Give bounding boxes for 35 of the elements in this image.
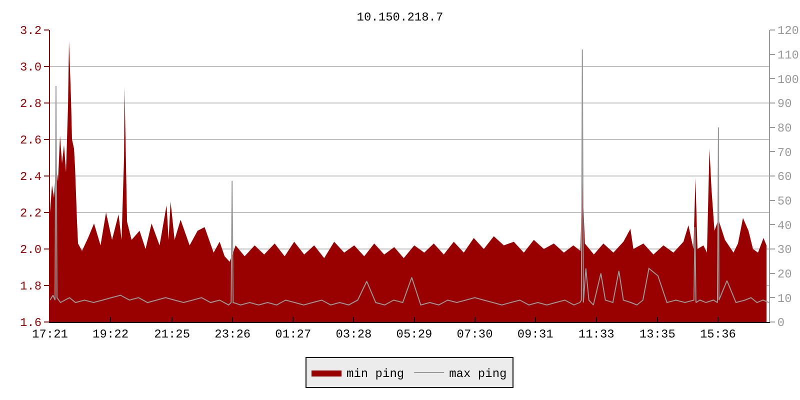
y2-tick-label: 80 bbox=[777, 122, 792, 136]
y2-tick-label: 10 bbox=[777, 292, 792, 306]
y-tick-label: 2.6 bbox=[20, 134, 42, 148]
y-tick-label: 2.4 bbox=[20, 170, 42, 184]
legend-label: max ping bbox=[449, 367, 507, 382]
y2-tick-label: 40 bbox=[777, 218, 792, 233]
y2-tick-label: 0 bbox=[777, 316, 785, 330]
y-tick-label: 3.2 bbox=[20, 24, 42, 38]
y2-tick-label: 120 bbox=[777, 24, 800, 38]
y2-tick-label: 110 bbox=[777, 48, 800, 63]
y2-tick-label: 70 bbox=[777, 146, 792, 160]
y-tick-label: 2.2 bbox=[20, 206, 42, 221]
x-tick-label: 21:25 bbox=[154, 327, 190, 342]
x-tick-label: 11:33 bbox=[578, 327, 614, 342]
y-tick-label: 3.0 bbox=[20, 60, 42, 75]
x-tick-label: 01:27 bbox=[275, 327, 312, 342]
y2-tick-label: 50 bbox=[777, 194, 792, 209]
x-tick-label: 15:36 bbox=[700, 327, 736, 342]
chart-title: 10.150.218.7 bbox=[356, 10, 444, 24]
y2-tick-label: 100 bbox=[777, 72, 800, 87]
y2-tick-label: 60 bbox=[777, 170, 792, 184]
x-tick-label: 23:26 bbox=[214, 327, 251, 342]
y-tick-label: 2.8 bbox=[20, 97, 42, 112]
x-tick-label: 19:22 bbox=[92, 327, 129, 342]
x-tick-label: 05:29 bbox=[396, 327, 432, 342]
x-tick-label: 03:28 bbox=[336, 327, 372, 342]
x-tick-label: 07:30 bbox=[456, 327, 493, 342]
y2-tick-label: 20 bbox=[777, 268, 792, 282]
x-tick-label: 09:31 bbox=[517, 327, 554, 342]
y2-tick-label: 90 bbox=[777, 97, 792, 112]
y-tick-label: 1.8 bbox=[20, 280, 42, 294]
legend-label: min ping bbox=[346, 367, 404, 382]
x-tick-label: 13:35 bbox=[639, 327, 676, 342]
y-tick-label: 2.0 bbox=[20, 243, 42, 258]
y2-tick-label: 30 bbox=[777, 243, 792, 258]
